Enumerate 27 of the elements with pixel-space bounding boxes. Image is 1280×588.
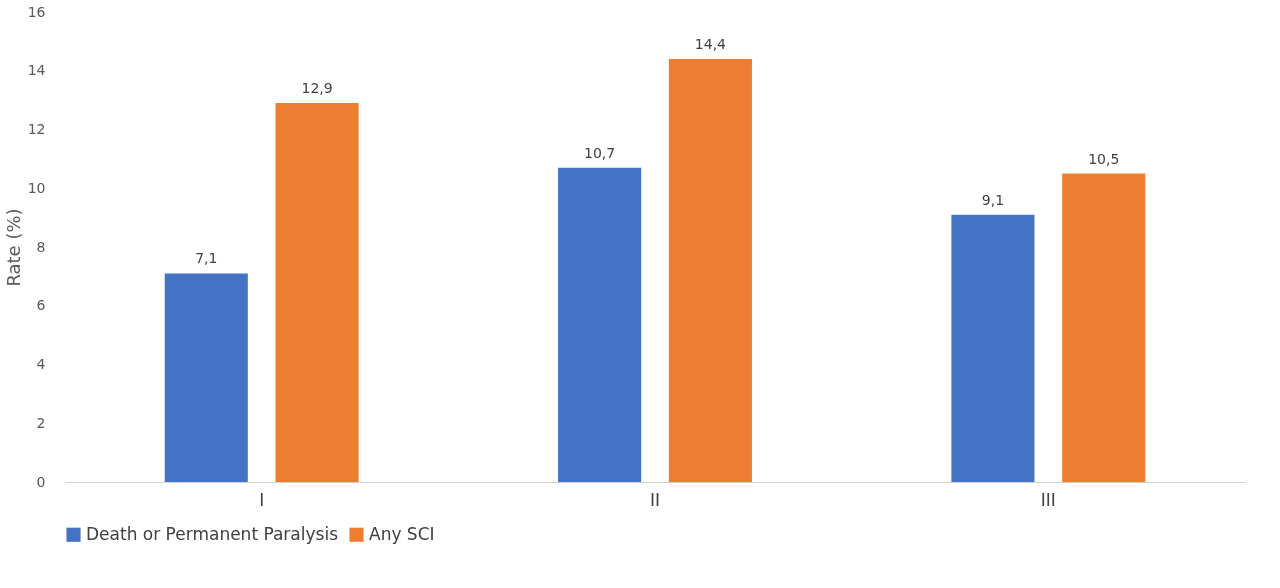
data-label: 10,7 [584,144,616,161]
data-label: 14,4 [694,36,727,52]
data-label: 7,1 [195,250,218,267]
y-tick-label: 6 [36,297,46,314]
data-label: 10,5 [1088,150,1120,167]
y-tick-label: 0 [36,473,46,490]
y-tick-label: 14 [27,62,46,79]
y-tick-label: 12 [27,121,46,137]
y-axis-title: Rate (%) [2,208,24,287]
y-tick-label: 8 [36,238,46,255]
x-tick-label: III [1040,489,1056,510]
y-tick-label: 10 [27,179,46,196]
y-tick-label: 16 [27,3,46,20]
bar [164,273,248,482]
x-tick-label: I [259,489,265,510]
bar [1062,173,1146,482]
legend-label: Death or Permanent Paralysis [86,523,339,544]
bar [275,103,359,482]
data-label: 9,1 [981,191,1005,208]
y-tick-label: 2 [36,414,46,431]
y-tick-label: 4 [36,356,46,372]
x-tick-label: II [649,489,661,510]
bar [951,214,1035,482]
bar [558,167,642,482]
bar [668,59,752,482]
data-label: 12,9 [301,80,333,97]
legend-label: Any SCI [369,523,435,544]
